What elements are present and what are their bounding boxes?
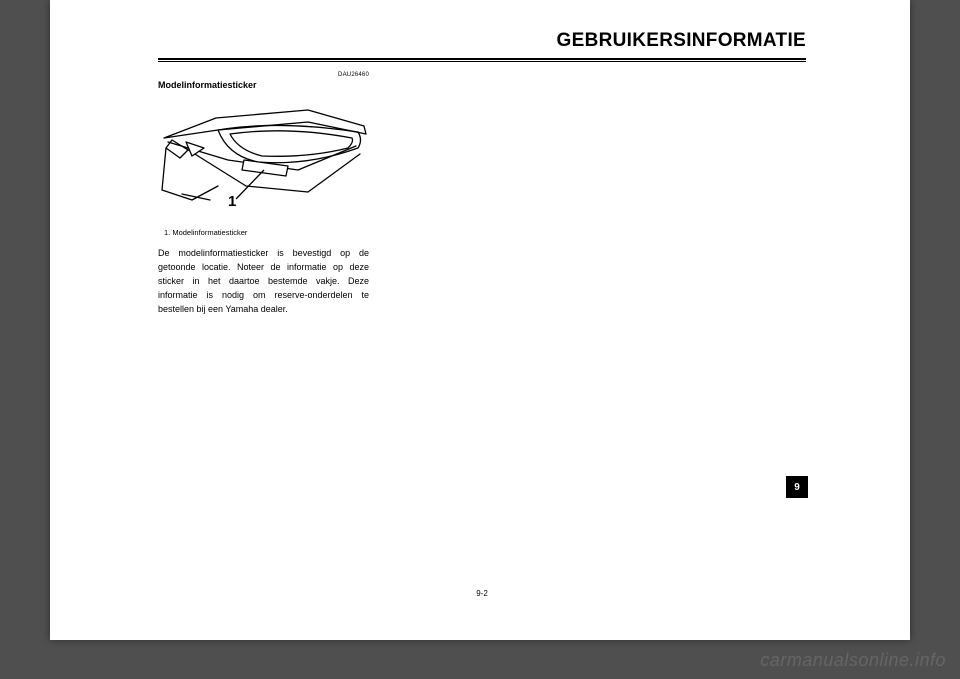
watermark-text: carmanualsonline.info [760,650,946,671]
figure-callout-number: 1 [228,193,236,210]
content-area: GEBRUIKERSINFORMATIE DAU26460 Modelinfor… [158,58,806,598]
page-title: GEBRUIKERSINFORMATIE [557,30,806,52]
figure: 1 [158,100,369,218]
page-number: 9-2 [476,589,488,598]
left-column: DAU26460 Modelinformatiesticker [158,72,369,317]
figure-svg: 1 [158,100,369,218]
body-paragraph: De modelinformatiesticker is bevestigd o… [158,247,369,317]
document-code: DAU26460 [158,72,369,78]
section-heading: Modelinformatiesticker [158,80,369,90]
chapter-thumb-tab: 9 [786,476,808,498]
figure-caption: 1. Modelinformatiesticker [164,228,369,237]
header-rule-thick [158,58,806,60]
manual-page: GEBRUIKERSINFORMATIE DAU26460 Modelinfor… [50,0,910,640]
header-rule-thin [158,61,806,62]
